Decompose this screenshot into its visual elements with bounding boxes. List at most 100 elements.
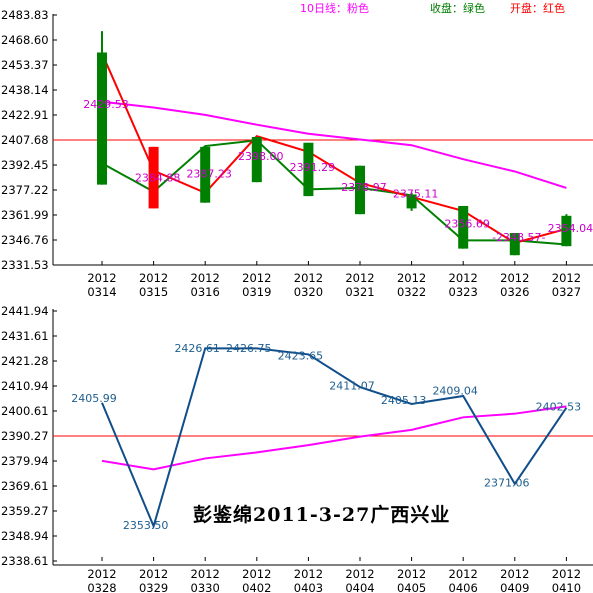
- y-tick-label: 2331.53: [1, 258, 49, 272]
- x-tick-label-date: 0323: [449, 285, 478, 299]
- x-tick-label-year: 2012: [345, 567, 374, 581]
- x-tick-label-year: 2012: [139, 567, 168, 581]
- y-tick-label: 2438.14: [1, 83, 49, 97]
- candle-bear: [251, 137, 262, 183]
- data-label: 2378.97: [341, 181, 387, 194]
- y-tick-label: 2379.94: [1, 454, 49, 468]
- data-label: 2423.65: [278, 349, 324, 362]
- x-tick-label-year: 2012: [500, 567, 529, 581]
- x-tick-label-date: 0316: [191, 285, 220, 299]
- bottom-axes: [52, 309, 593, 566]
- x-tick-label-date: 0327: [552, 285, 581, 299]
- candle-bull: [148, 146, 159, 209]
- top-chart: 2483.83 2468.60 2453.37 2438.14 2422.91 2407.…: [1, 8, 593, 299]
- candle-bear: [406, 194, 417, 209]
- y-tick-label: 2453.37: [1, 58, 49, 72]
- x-tick-label-year: 2012: [449, 567, 478, 581]
- x-tick-label-date: 0403: [294, 581, 323, 593]
- x-tick-label-year: 2012: [87, 271, 116, 285]
- data-label: 2405.99: [71, 392, 117, 405]
- data-label: 2429.53: [83, 98, 129, 111]
- x-tick-label-year: 2012: [397, 567, 426, 581]
- legend-ma10: 10日线：粉色: [300, 1, 369, 15]
- data-label: 2391.29: [290, 161, 336, 174]
- candle-bear: [458, 205, 469, 249]
- x-tick-label-date: 0409: [500, 581, 529, 593]
- y-tick-label: 2410.94: [1, 379, 49, 393]
- candle-bear: [97, 52, 107, 185]
- x-tick-label-year: 2012: [242, 567, 271, 581]
- legend-open: 开盘：红色: [510, 1, 565, 15]
- x-tick-label-date: 0319: [242, 285, 271, 299]
- y-tick-label: 2392.45: [1, 158, 49, 172]
- x-tick-label-year: 2012: [191, 271, 220, 285]
- y-tick-label: 2369.61: [1, 479, 49, 493]
- x-tick-label-year: 2012: [191, 567, 220, 581]
- candle-bear: [561, 215, 572, 247]
- x-tick-label-year: 2012: [242, 271, 271, 285]
- x-tick-label-year: 2012: [294, 567, 323, 581]
- x-tick-label-year: 2012: [552, 567, 581, 581]
- data-label: 2387.23: [186, 168, 232, 181]
- data-label: 2356.69: [444, 218, 490, 231]
- y-tick-label: 2422.91: [1, 108, 49, 122]
- x-tick-label-date: 0404: [345, 581, 374, 593]
- y-tick-label: 2348.94: [1, 529, 49, 543]
- x-tick-label-date: 0410: [552, 581, 581, 593]
- data-label: 2409.04: [432, 385, 478, 398]
- x-tick-label-year: 2012: [552, 271, 581, 285]
- y-tick-label: 2483.83: [1, 8, 49, 22]
- x-tick-label-date: 0321: [345, 285, 374, 299]
- data-label: 2384.88: [135, 171, 181, 184]
- bottom-chart: 2441.94 2431.61 2421.28 2410.94 2400.61 2390.…: [1, 304, 593, 593]
- data-label: 2411.07: [329, 380, 375, 393]
- data-label: -2348.57-: [492, 231, 545, 244]
- x-tick-label-year: 2012: [397, 271, 426, 285]
- x-tick-label-date: 0320: [294, 285, 323, 299]
- x-tick-label-date: 0329: [139, 581, 168, 593]
- y-tick-label: 2390.27: [1, 429, 49, 443]
- open-line: [101, 52, 567, 244]
- watermark: 彭鉴绵2011-3-27广西兴业: [193, 503, 450, 526]
- data-label: 2426.61: [174, 342, 220, 355]
- y-tick-label: 2377.22: [1, 183, 49, 197]
- y-tick-label: 2359.27: [1, 504, 49, 518]
- x-tick-label-year: 2012: [139, 271, 168, 285]
- x-tick-label-date: 0402: [242, 581, 271, 593]
- x-tick-label-date: 0315: [139, 285, 168, 299]
- data-label: 2426.75: [226, 342, 272, 355]
- data-label: 2354.04: [548, 222, 593, 235]
- y-tick-label: 2346.76: [1, 233, 49, 247]
- x-tick-label-year: 2012: [294, 271, 323, 285]
- candle-bear: [303, 142, 314, 197]
- x-tick-label-year: 2012: [449, 271, 478, 285]
- x-tick-label-date: 0314: [87, 285, 116, 299]
- data-label: 2371.06: [484, 476, 530, 489]
- data-label: 2353.50: [123, 519, 169, 532]
- x-tick-label-date: 0330: [191, 581, 220, 593]
- ma-line: [101, 405, 567, 471]
- x-tick-label-date: 0328: [87, 581, 116, 593]
- y-tick-label: 2361.99: [1, 208, 49, 222]
- y-tick-label: 2421.28: [1, 354, 49, 368]
- close-line: [101, 139, 567, 246]
- y-tick-label: 2400.61: [1, 404, 49, 418]
- y-tick-label: 2441.94: [1, 304, 49, 318]
- candle-bear: [355, 165, 365, 215]
- value-line: [101, 347, 568, 530]
- data-label: 2398.00: [238, 150, 284, 163]
- y-tick-label: 2407.68: [1, 133, 49, 147]
- candle-bear: [509, 233, 520, 256]
- x-tick-label-year: 2012: [87, 567, 116, 581]
- candle-bear: [200, 146, 211, 203]
- y-tick-label: 2468.60: [1, 33, 49, 47]
- x-tick-label-year: 2012: [345, 271, 374, 285]
- x-tick-label-date: 0406: [449, 581, 478, 593]
- legend-close: 收盘：绿色: [430, 1, 485, 15]
- y-tick-label: 2431.61: [1, 329, 49, 343]
- x-tick-label-date: 0322: [397, 285, 426, 299]
- x-tick-label-year: 2012: [500, 271, 529, 285]
- y-tick-label: 2338.61: [1, 554, 49, 568]
- data-label: 2375.11: [393, 187, 439, 200]
